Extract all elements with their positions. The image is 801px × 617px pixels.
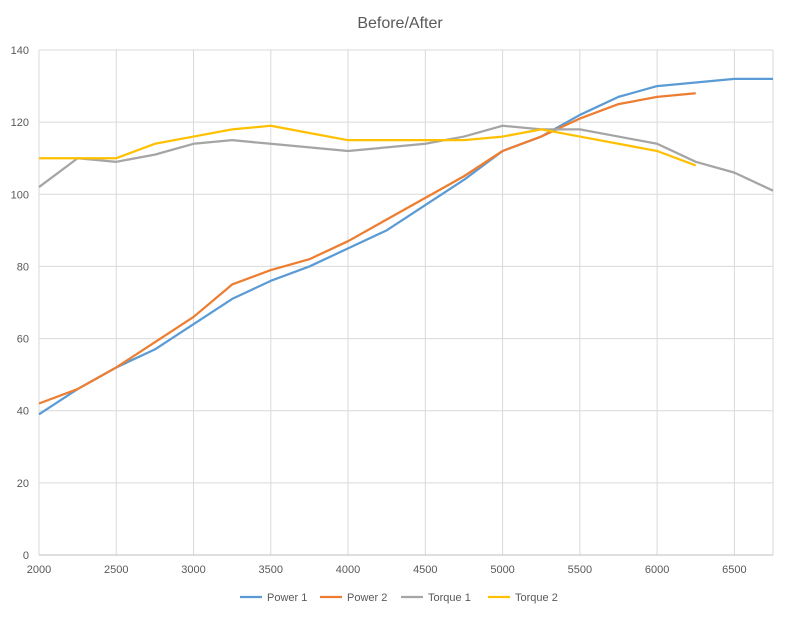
x-tick-label: 6000 [645, 564, 669, 576]
y-tick-label: 120 [11, 117, 29, 129]
x-tick-label: 4500 [413, 564, 437, 576]
y-tick-label: 20 [17, 478, 29, 490]
chart-title: Before/After [357, 15, 443, 32]
x-tick-label: 5500 [568, 564, 592, 576]
gridlines [38, 49, 774, 556]
x-tick-label: 5000 [490, 564, 514, 576]
legend-label-power-2: Power 2 [347, 592, 387, 604]
legend-label-torque-2: Torque 2 [515, 592, 558, 604]
series-line-power-2 [38, 92, 696, 405]
series-lines [38, 77, 774, 416]
legend: Power 1 Power 2 Torque 1 Torque 2 [240, 592, 558, 604]
x-tick-label: 2000 [27, 564, 51, 576]
x-tick-label: 6500 [722, 564, 746, 576]
y-tick-label: 140 [11, 45, 29, 57]
x-tick-label: 3000 [181, 564, 205, 576]
series-line-torque-2 [39, 124, 697, 167]
x-tick-label: 3500 [259, 564, 283, 576]
x-tick-label: 4000 [336, 564, 360, 576]
x-tick-label: 2500 [104, 564, 128, 576]
y-tick-label: 0 [23, 550, 29, 562]
y-tick-label: 80 [17, 261, 29, 273]
axes: 0 20 40 60 80 100 120 140 2000 2500 3000 3500 4000 45… [11, 45, 773, 576]
y-tick-label: 40 [17, 406, 29, 418]
y-tick-label: 60 [17, 334, 29, 346]
series-line-power-1 [38, 77, 773, 416]
legend-label-power-1: Power 1 [267, 592, 307, 604]
y-tick-label: 100 [11, 189, 29, 201]
legend-label-torque-1: Torque 1 [428, 592, 471, 604]
series-line-torque-1 [38, 124, 774, 192]
